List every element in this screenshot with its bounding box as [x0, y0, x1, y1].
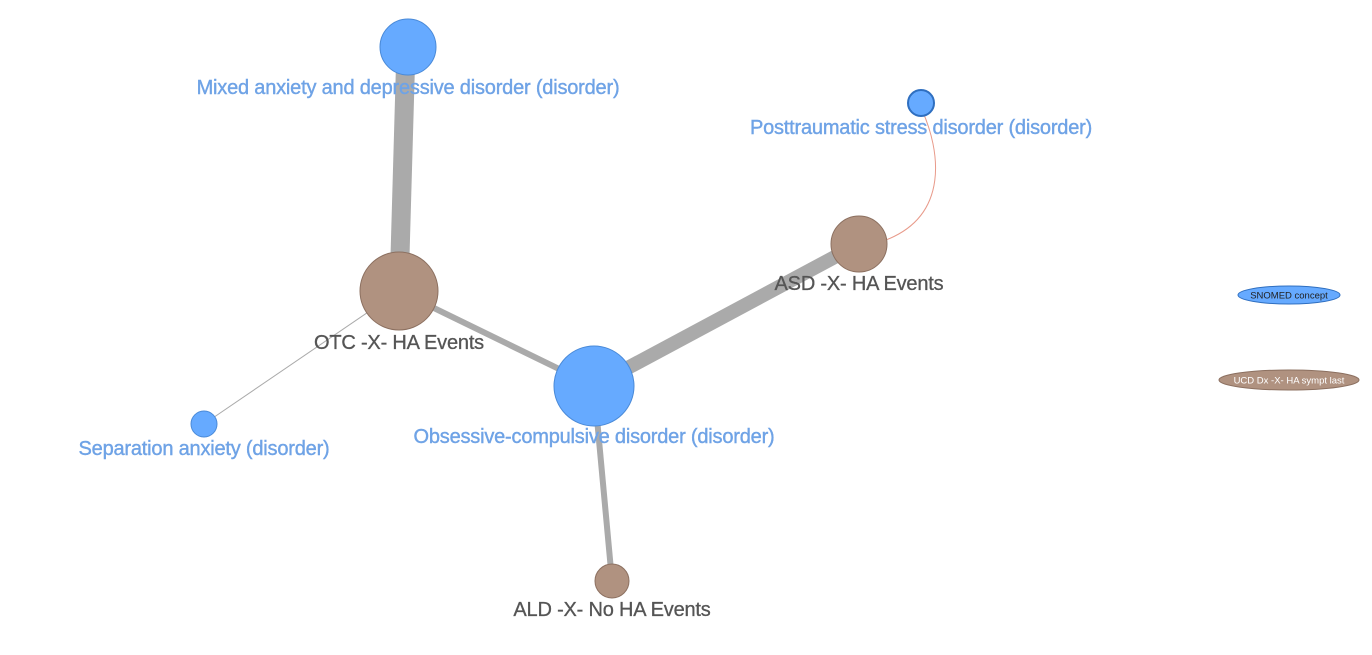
label-mixed-anxiety: Mixed anxiety and depressive disorder (d… [197, 77, 620, 99]
node-otc[interactable] [359, 251, 439, 331]
legend-snomed-concept[interactable] [1237, 285, 1341, 305]
node-asd[interactable] [830, 215, 888, 273]
label-asd: ASD -X- HA Events [775, 273, 944, 295]
legend-ucd-group-label: UCD Dx -X- HA sympt last [1234, 376, 1345, 387]
edge-otc-mixed [389, 46, 416, 292]
node-labels: Mixed anxiety and depressive disorder (d… [78, 77, 1092, 621]
node-ocd[interactable] [553, 345, 635, 427]
label-ptsd: Posttraumatic stress disorder (disorder) [750, 117, 1092, 139]
label-separation-anxiety: Separation anxiety (disorder) [79, 438, 330, 460]
edge-ocd-asd [590, 237, 863, 393]
node-ald[interactable] [594, 563, 630, 599]
node-circles [190, 18, 935, 599]
edge-asd-ptsd [885, 109, 937, 241]
node-separation-anxiety[interactable] [190, 410, 218, 438]
label-otc: OTC -X- HA Events [314, 332, 484, 354]
label-ald: ALD -X- No HA Events [513, 599, 710, 621]
legend: SNOMED concept UCD Dx -X- HA sympt last [1218, 285, 1360, 391]
node-ptsd[interactable] [907, 89, 935, 117]
legend-snomed-concept-label: SNOMED concept [1250, 291, 1328, 302]
label-ocd: Obsessive-compulsive disorder (disorder) [413, 426, 774, 448]
node-mixed-anxiety[interactable] [379, 18, 437, 76]
legend-ucd-group[interactable] [1218, 369, 1360, 391]
